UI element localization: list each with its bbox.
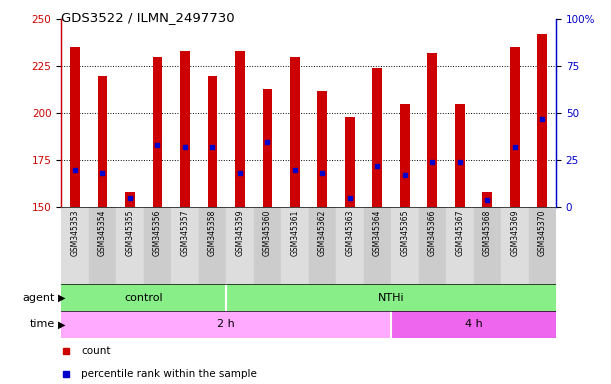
Bar xyxy=(171,207,199,284)
Text: GSM345356: GSM345356 xyxy=(153,210,162,256)
Text: GDS3522 / ILMN_2497730: GDS3522 / ILMN_2497730 xyxy=(61,12,235,25)
Bar xyxy=(199,207,226,284)
Text: GSM345359: GSM345359 xyxy=(235,210,244,256)
Bar xyxy=(70,47,79,207)
Bar xyxy=(446,207,474,284)
Text: control: control xyxy=(124,293,163,303)
Text: NTHi: NTHi xyxy=(378,293,404,303)
Bar xyxy=(373,68,382,207)
Bar xyxy=(455,104,464,207)
Text: GSM345362: GSM345362 xyxy=(318,210,327,256)
Bar xyxy=(263,89,272,207)
Bar xyxy=(61,284,226,311)
Text: 2 h: 2 h xyxy=(217,319,235,329)
Bar xyxy=(400,104,409,207)
Text: count: count xyxy=(81,346,111,356)
Text: GSM345367: GSM345367 xyxy=(455,210,464,256)
Bar xyxy=(510,47,519,207)
Bar xyxy=(235,51,244,207)
Bar xyxy=(336,207,364,284)
Text: GSM345353: GSM345353 xyxy=(70,210,79,256)
Bar xyxy=(501,207,529,284)
Bar xyxy=(116,207,144,284)
Text: GSM345355: GSM345355 xyxy=(125,210,134,256)
Text: ▶: ▶ xyxy=(58,319,65,329)
Bar xyxy=(98,76,107,207)
Bar xyxy=(208,76,217,207)
Text: agent: agent xyxy=(23,293,55,303)
Bar xyxy=(226,284,556,311)
Bar xyxy=(483,192,492,207)
Text: ▶: ▶ xyxy=(58,293,65,303)
Bar xyxy=(391,207,419,284)
Text: GSM345363: GSM345363 xyxy=(345,210,354,256)
Bar xyxy=(290,57,299,207)
Text: GSM345365: GSM345365 xyxy=(400,210,409,256)
Bar xyxy=(391,311,556,338)
Text: GSM345361: GSM345361 xyxy=(290,210,299,256)
Text: GSM345370: GSM345370 xyxy=(538,210,547,256)
Text: time: time xyxy=(30,319,55,329)
Bar xyxy=(153,57,162,207)
Text: percentile rank within the sample: percentile rank within the sample xyxy=(81,369,257,379)
Bar xyxy=(61,311,391,338)
Bar xyxy=(529,207,556,284)
Bar xyxy=(254,207,281,284)
Text: GSM345366: GSM345366 xyxy=(428,210,437,256)
Text: GSM345369: GSM345369 xyxy=(510,210,519,256)
Bar xyxy=(538,34,547,207)
Text: GSM345360: GSM345360 xyxy=(263,210,272,256)
Bar xyxy=(281,207,309,284)
Bar xyxy=(61,207,89,284)
Bar xyxy=(144,207,171,284)
Text: GSM345364: GSM345364 xyxy=(373,210,382,256)
Bar xyxy=(89,207,116,284)
Bar xyxy=(345,117,354,207)
Bar xyxy=(180,51,189,207)
Text: GSM345354: GSM345354 xyxy=(98,210,107,256)
Bar xyxy=(474,207,501,284)
Bar xyxy=(419,207,446,284)
Bar xyxy=(226,207,254,284)
Bar xyxy=(318,91,327,207)
Text: GSM345358: GSM345358 xyxy=(208,210,217,256)
Bar xyxy=(364,207,391,284)
Bar xyxy=(125,192,134,207)
Text: GSM345368: GSM345368 xyxy=(483,210,492,256)
Bar xyxy=(309,207,336,284)
Text: 4 h: 4 h xyxy=(464,319,483,329)
Text: GSM345357: GSM345357 xyxy=(180,210,189,256)
Bar xyxy=(428,53,437,207)
